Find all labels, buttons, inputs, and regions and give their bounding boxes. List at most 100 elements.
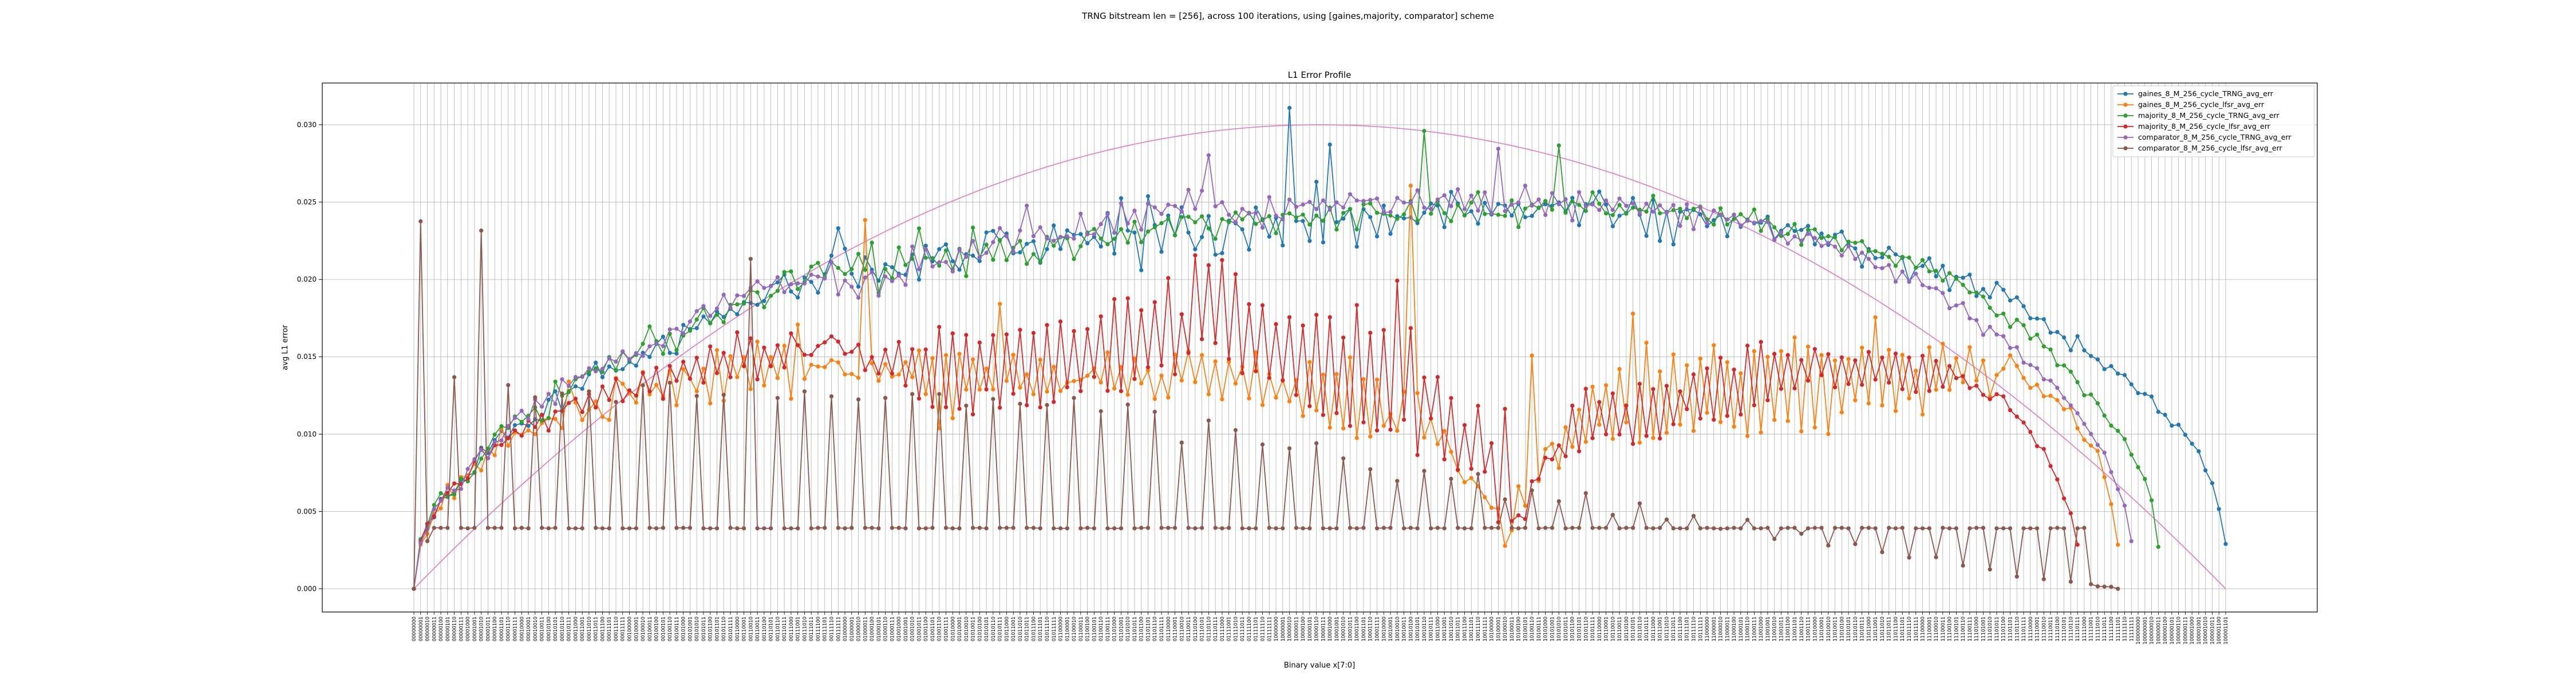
data-point bbox=[796, 295, 800, 300]
x-tick-label: 11000001 bbox=[1712, 617, 1717, 641]
data-point bbox=[2082, 393, 2087, 398]
x-tick-label: 01101001 bbox=[1119, 617, 1124, 641]
data-point bbox=[1887, 348, 1891, 352]
data-point bbox=[607, 397, 611, 402]
data-point bbox=[1671, 203, 1676, 207]
x-tick-label: 100000000 bbox=[2136, 617, 2142, 645]
data-point bbox=[1536, 526, 1541, 531]
data-point bbox=[2089, 443, 2093, 448]
x-tick-label: 11101001 bbox=[1981, 617, 1986, 641]
data-point bbox=[903, 263, 908, 267]
x-tick-label: 00011101 bbox=[607, 617, 613, 641]
data-point bbox=[1826, 543, 1831, 548]
x-tick-label: 11001001 bbox=[1765, 617, 1771, 641]
data-point bbox=[1603, 432, 1609, 437]
x-tick-label: 00011100 bbox=[600, 617, 606, 641]
data-point bbox=[1031, 252, 1036, 256]
data-point bbox=[688, 319, 692, 324]
data-point bbox=[539, 418, 544, 423]
data-point bbox=[2014, 345, 2019, 350]
data-point bbox=[2122, 503, 2127, 508]
data-point bbox=[438, 491, 443, 496]
data-point bbox=[1489, 211, 1494, 216]
data-point bbox=[2048, 464, 2053, 468]
x-tick-label: 01110011 bbox=[1186, 617, 1192, 641]
data-point bbox=[2034, 444, 2040, 448]
data-point bbox=[701, 366, 706, 371]
data-point bbox=[1449, 396, 1453, 400]
data-point bbox=[1058, 526, 1063, 531]
data-point bbox=[614, 400, 618, 404]
data-point bbox=[1085, 526, 1090, 530]
data-point bbox=[1132, 526, 1137, 531]
data-point bbox=[627, 526, 632, 531]
data-point bbox=[2210, 481, 2215, 485]
data-point bbox=[1193, 207, 1198, 211]
data-point bbox=[714, 306, 720, 311]
data-point bbox=[674, 351, 679, 356]
data-point bbox=[1718, 212, 1723, 217]
data-point bbox=[1860, 239, 1864, 243]
data-point bbox=[1556, 143, 1561, 148]
data-point bbox=[1920, 412, 1925, 417]
data-point bbox=[1052, 243, 1056, 248]
x-tick-label: 10100101 bbox=[1523, 617, 1528, 641]
data-point bbox=[796, 343, 800, 348]
data-point bbox=[741, 526, 746, 531]
x-tick-label: 00110010 bbox=[748, 617, 754, 641]
data-point bbox=[1179, 209, 1184, 214]
data-point bbox=[890, 265, 894, 270]
data-point bbox=[762, 299, 767, 303]
data-point bbox=[755, 526, 760, 531]
data-point bbox=[1233, 272, 1238, 277]
data-point bbox=[546, 416, 551, 420]
data-point bbox=[876, 378, 881, 383]
data-point bbox=[587, 389, 591, 394]
data-point bbox=[829, 358, 834, 362]
data-point bbox=[782, 290, 787, 294]
data-point bbox=[923, 347, 928, 352]
data-point bbox=[1442, 457, 1447, 461]
x-tick-label: 01111011 bbox=[1240, 617, 1246, 641]
x-tick-label: 00001010 bbox=[479, 617, 485, 641]
data-point bbox=[1570, 199, 1575, 204]
data-point bbox=[1826, 240, 1831, 245]
x-tick-label: 11010101 bbox=[1846, 617, 1852, 641]
data-point bbox=[809, 279, 813, 285]
data-point bbox=[903, 383, 908, 388]
data-point bbox=[1510, 526, 1514, 530]
data-point bbox=[1354, 198, 1359, 203]
series-line bbox=[413, 185, 2119, 589]
data-point bbox=[1880, 266, 1884, 270]
data-point bbox=[1220, 251, 1224, 255]
x-tick-label: 01000110 bbox=[883, 617, 889, 641]
data-point bbox=[1583, 204, 1588, 208]
data-point bbox=[1119, 227, 1124, 231]
x-tick-label: 00010010 bbox=[533, 617, 539, 641]
data-point bbox=[1152, 397, 1157, 401]
data-point bbox=[1145, 526, 1151, 530]
data-point bbox=[432, 507, 436, 511]
data-point bbox=[2034, 526, 2040, 531]
data-point bbox=[708, 344, 713, 349]
data-point bbox=[1166, 213, 1171, 218]
data-point bbox=[1314, 180, 1319, 184]
data-point bbox=[1631, 311, 1635, 316]
data-point bbox=[661, 344, 665, 349]
x-tick-label: 01010110 bbox=[991, 617, 997, 641]
data-point bbox=[1974, 384, 1979, 388]
data-point bbox=[1577, 190, 1582, 195]
x-tick-label: 01101110 bbox=[1152, 617, 1158, 641]
x-tick-label: 01010000 bbox=[950, 617, 956, 641]
data-point bbox=[1267, 214, 1271, 219]
data-point bbox=[1038, 259, 1042, 264]
data-point bbox=[1220, 526, 1224, 531]
data-point bbox=[856, 251, 861, 256]
data-point bbox=[2021, 420, 2026, 425]
legend-marker bbox=[2123, 124, 2128, 129]
series-comparator_8_M_256_cycle_TRNG_avg_err bbox=[412, 147, 2134, 591]
x-tick-label: 01110100 bbox=[1193, 617, 1199, 641]
data-point bbox=[843, 372, 847, 377]
data-point bbox=[1523, 183, 1527, 188]
data-point bbox=[2217, 507, 2221, 511]
